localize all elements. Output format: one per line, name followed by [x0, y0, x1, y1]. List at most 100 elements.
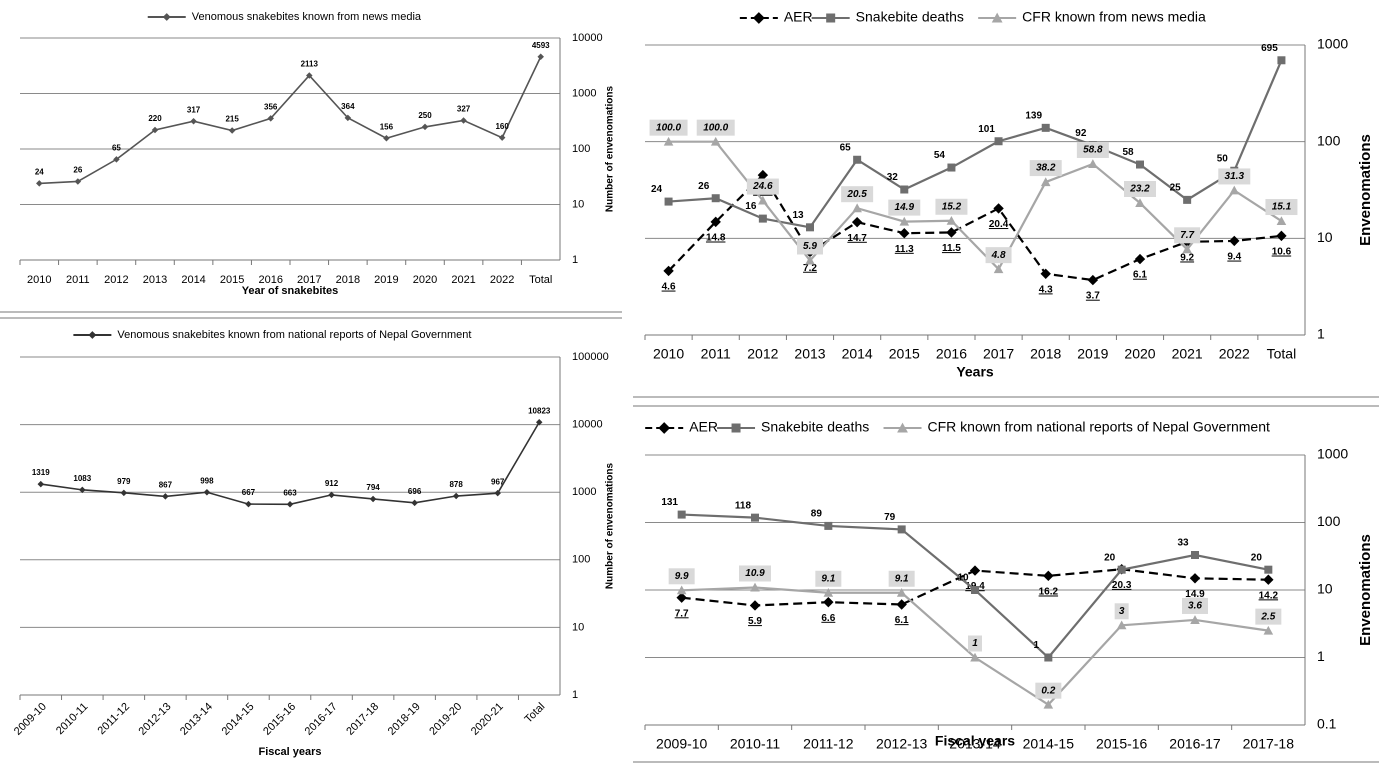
data-label: 32 — [887, 172, 899, 183]
marker — [900, 185, 909, 194]
marker — [1134, 253, 1146, 265]
data-label: 9.9 — [675, 571, 689, 582]
x-axis-title: Year of snakebites — [242, 285, 339, 297]
marker — [899, 216, 910, 226]
data-label: 14.9 — [895, 202, 915, 213]
x-tick-label: 2015 — [889, 346, 920, 362]
label-box — [1035, 682, 1062, 699]
marker — [228, 127, 236, 134]
marker — [758, 195, 768, 205]
x-tick-label: 2014 — [842, 346, 873, 362]
data-label: 2113 — [301, 60, 319, 69]
data-label: 9.1 — [895, 573, 909, 584]
x-tick-label: 2012 — [747, 346, 778, 362]
label-box — [668, 568, 695, 585]
x-tick-label: 2011 — [701, 346, 731, 362]
x-axis-title: Fiscal years — [935, 733, 1015, 749]
data-label: 139 — [1025, 110, 1042, 121]
data-label: 33 — [1177, 538, 1189, 549]
data-label: 14.9 — [1185, 589, 1205, 600]
data-label: 3 — [1119, 606, 1125, 617]
x-axis-title: Fiscal years — [259, 746, 322, 758]
label-box — [1182, 597, 1208, 614]
label-box — [985, 247, 1012, 264]
label-box — [1218, 168, 1251, 185]
y-tick-label: 100 — [1317, 513, 1341, 529]
label-box — [1114, 603, 1129, 620]
label-box — [815, 570, 842, 587]
data-label: 317 — [187, 105, 201, 114]
marker — [1041, 123, 1050, 132]
marker — [991, 12, 1003, 23]
x-tick-label: 2012-13 — [137, 701, 174, 738]
data-label: 54 — [934, 150, 946, 161]
y-tick-label: 10000 — [572, 419, 603, 431]
marker — [151, 126, 159, 134]
label-box — [888, 199, 921, 216]
y-tick-label: 100 — [572, 554, 590, 566]
data-label: 89 — [811, 509, 823, 520]
label-box — [1255, 608, 1282, 625]
marker — [946, 227, 957, 238]
marker — [993, 264, 1004, 274]
y-tick-label: 1 — [572, 689, 578, 701]
data-label: 20 — [1251, 552, 1263, 563]
data-label: 667 — [242, 488, 256, 497]
marker — [750, 582, 760, 592]
x-tick-label: 2022 — [490, 274, 514, 286]
marker — [897, 422, 908, 433]
x-tick-label: 2021 — [1172, 346, 1203, 362]
marker — [494, 489, 501, 497]
data-label: 13 — [792, 210, 804, 221]
marker — [1040, 177, 1051, 187]
data-label: 92 — [1075, 128, 1087, 139]
series-line — [667, 173, 1282, 282]
marker — [1263, 625, 1274, 635]
marker — [1044, 653, 1053, 662]
data-label: 65 — [112, 143, 121, 152]
x-tick-label: Total — [529, 274, 552, 286]
marker — [286, 501, 294, 508]
data-label: 25 — [1170, 183, 1182, 194]
data-label: 6.1 — [1133, 270, 1147, 281]
x-tick-label: 2020-21 — [469, 701, 506, 738]
y-tick-label: 1 — [572, 254, 578, 266]
marker — [411, 499, 418, 507]
data-label: 9.2 — [1180, 252, 1194, 263]
data-label: 867 — [159, 480, 173, 489]
data-label: 250 — [418, 111, 432, 120]
chart: 1 10 100 1000 10000 2010 2011 2012 2013 2014 2015 2… — [19, 11, 616, 297]
data-label: 15.1 — [1272, 202, 1292, 213]
marker — [1229, 235, 1240, 247]
data-label: 26 — [698, 181, 710, 192]
data-label: 14.2 — [1259, 590, 1279, 601]
label-box — [1124, 181, 1156, 198]
marker — [677, 510, 686, 519]
marker — [853, 155, 862, 164]
x-tick-label: 2020 — [413, 274, 437, 286]
data-label: 9.4 — [1227, 252, 1241, 263]
data-label: 14.7 — [847, 233, 867, 244]
marker — [823, 587, 834, 597]
marker — [970, 652, 980, 662]
legend-label: AER — [689, 419, 718, 435]
marker — [537, 53, 544, 61]
y-axis-title: Number of envenomations — [605, 463, 616, 590]
chart: 0.1 1 10 100 1000 2009-10 2010-11 2011-12 2012-1… — [644, 419, 1374, 752]
x-tick-label: 2013-14 — [949, 736, 1001, 752]
marker — [969, 565, 981, 576]
data-label: 31.3 — [1225, 171, 1245, 182]
y-tick-label: 10 — [572, 198, 584, 210]
marker — [1276, 216, 1287, 226]
marker — [88, 331, 97, 339]
x-tick-label: 2014-15 — [220, 701, 257, 738]
y-tick-label: 1 — [1317, 648, 1325, 664]
y-tick-label: 10 — [1317, 581, 1333, 597]
marker — [758, 214, 767, 223]
x-tick-label: 2016-17 — [303, 701, 340, 738]
y-tick-label: 1 — [1317, 326, 1325, 342]
data-label: 10823 — [528, 406, 551, 415]
data-label: 20.3 — [1112, 580, 1132, 591]
label-box — [739, 565, 771, 582]
